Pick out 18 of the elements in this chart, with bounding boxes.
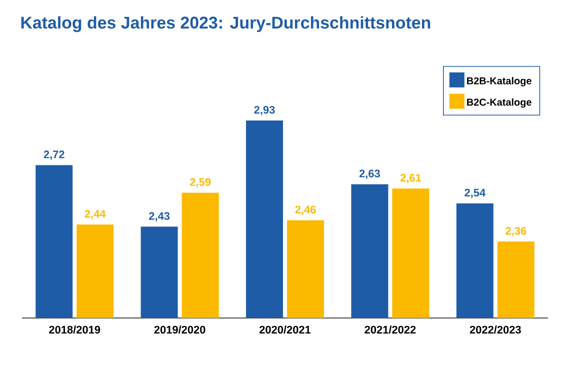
x-tick-label: 2020/2021 — [259, 326, 311, 334]
data-label: 2,43 — [149, 212, 170, 222]
legend-label: B2C-Kataloge — [467, 98, 532, 108]
data-label: 2,36 — [506, 227, 526, 236]
x-tick-label: 2018/2019 — [49, 326, 100, 334]
legend-label: B2B-Kataloge — [467, 77, 532, 86]
data-label: 2,61 — [400, 174, 422, 184]
data-label: 2,59 — [190, 178, 211, 188]
data-label: 2,44 — [84, 210, 106, 220]
data-label: 2,72 — [44, 150, 64, 160]
data-label: 2,54 — [464, 188, 486, 198]
x-tick-label: 2022/2023 — [470, 326, 521, 334]
x-tick-label: 2021/2022 — [364, 326, 416, 334]
data-label: 2,46 — [295, 206, 316, 216]
data-label: 2,63 — [359, 170, 380, 180]
data-label: 2,93 — [254, 106, 275, 116]
chart-title: Katalog des Jahres 2023: Jury-Durchschnittsnoten — [21, 16, 430, 32]
x-tick-label: 2019/2020 — [154, 326, 206, 334]
